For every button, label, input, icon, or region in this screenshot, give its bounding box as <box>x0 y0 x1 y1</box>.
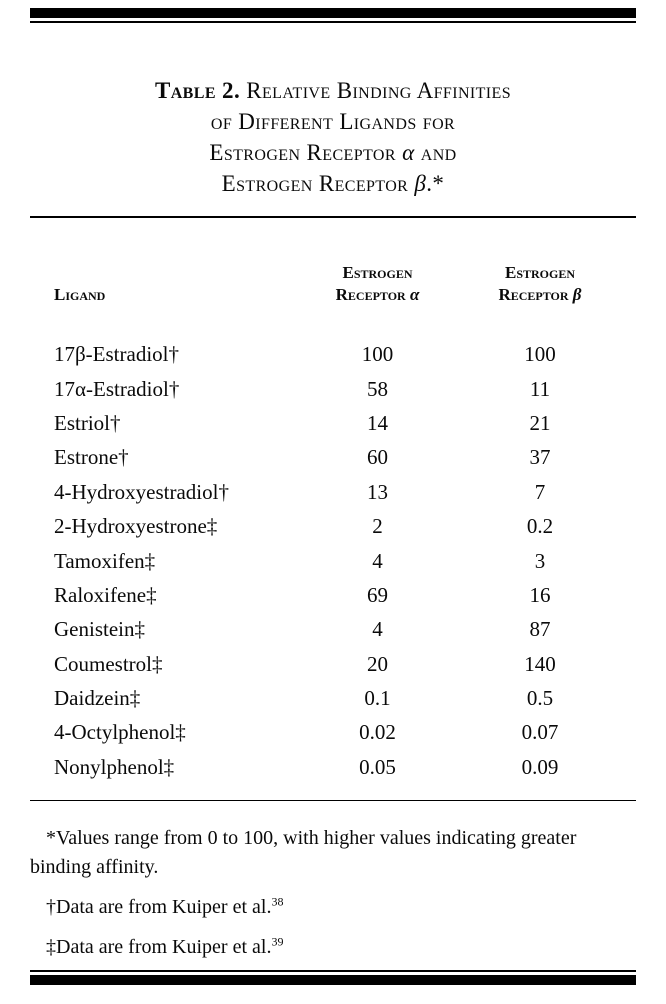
table-body: 17β-Estradiol† 100 100 17α-Estradiol† 58… <box>30 338 636 785</box>
table-row: Estriol† 14 21 <box>30 406 636 440</box>
alpha-value-cell: 0.02 <box>359 720 396 745</box>
alpha-value-cell: 100 <box>361 342 394 367</box>
title-text-1: Relative Binding Affinities <box>246 78 512 103</box>
footnote-text: Data are from Kuiper et al. <box>56 936 272 959</box>
beta-value-cell: 11 <box>529 376 551 401</box>
beta-value-cell: 0.5 <box>526 686 554 711</box>
header-beta-line-2: Receptor β <box>460 284 620 306</box>
footnote-marker-double-dagger: ‡ <box>46 936 56 959</box>
beta-symbol: β <box>572 284 582 304</box>
title-line-4: Estrogen Receptor β.* <box>30 168 636 199</box>
table-row: Coumestrol‡ 20 140 <box>30 647 636 681</box>
title-text-3: Estrogen Receptor <box>209 140 396 165</box>
footnote-values-range: *Values range from 0 to 100, with higher… <box>30 824 636 882</box>
beta-value-cell: 37 <box>529 445 551 470</box>
top-thick-rule <box>30 8 636 18</box>
alpha-value-cell: 2 <box>372 514 383 539</box>
alpha-value-cell: 4 <box>372 617 383 642</box>
top-thin-rule <box>30 21 636 23</box>
footnote-text: Data are from Kuiper et al. <box>56 896 272 919</box>
table-row: Estrone† 60 37 <box>30 441 636 475</box>
table-row: Genistein‡ 4 87 <box>30 613 636 647</box>
table-row: Tamoxifen‡ 4 3 <box>30 544 636 578</box>
footnote-divider-rule <box>30 799 636 802</box>
beta-value-cell: 16 <box>529 582 551 607</box>
table-row: 17β-Estradiol† 100 100 <box>30 338 636 372</box>
table-row: Daidzein‡ 0.1 0.5 <box>30 681 636 715</box>
alpha-value-cell: 0.05 <box>359 754 396 779</box>
beta-value-cell: 0.07 <box>521 720 559 745</box>
ligand-cell: Genistein‡ <box>54 617 145 642</box>
table-header-row: Ligand Estrogen Receptor α Estrogen Rece… <box>30 262 636 306</box>
ligand-cell: 2-Hydroxyestrone‡ <box>54 514 218 539</box>
ligand-cell: Coumestrol‡ <box>54 651 163 676</box>
alpha-value-cell: 14 <box>367 410 388 435</box>
table-row: Nonylphenol‡ 0.05 0.09 <box>30 750 636 784</box>
header-alpha-line-1: Estrogen <box>342 262 413 282</box>
alpha-value-cell: 13 <box>367 479 388 504</box>
beta-value-cell: 140 <box>524 651 556 676</box>
reference-number: 38 <box>271 894 284 909</box>
reference-number: 39 <box>271 934 284 949</box>
footnotes-block: *Values range from 0 to 100, with higher… <box>30 824 636 962</box>
alpha-value-cell: 58 <box>367 376 388 401</box>
beta-value-cell: 87 <box>529 617 551 642</box>
title-text-3b: and <box>420 140 457 165</box>
ligand-cell: 4-Hydroxyestradiol† <box>54 479 229 504</box>
footnote-dagger: †Data are from Kuiper et al.38 <box>30 893 636 922</box>
footnote-double-dagger: ‡Data are from Kuiper et al.39 <box>30 933 636 962</box>
alpha-value-cell: 69 <box>367 582 388 607</box>
ligand-cell: Raloxifene‡ <box>54 582 157 607</box>
table-row: Raloxifene‡ 69 16 <box>30 578 636 612</box>
footnote-marker-dagger: † <box>46 896 56 919</box>
alpha-value-cell: 0.1 <box>364 686 391 711</box>
table-number: Table 2. <box>154 78 241 103</box>
alpha-symbol: α <box>402 140 415 165</box>
footnote-marker-asterisk: * <box>46 827 56 850</box>
table-row: 4-Hydroxyestradiol† 13 7 <box>30 475 636 509</box>
title-line-2: of Different Ligands for <box>30 106 636 137</box>
beta-value-cell: 0.09 <box>521 754 559 779</box>
ligand-cell: 4-Octylphenol‡ <box>54 720 186 745</box>
bottom-thick-rule <box>30 975 636 986</box>
column-header-receptor-beta: Estrogen Receptor β <box>460 262 620 306</box>
beta-value-cell: 3 <box>534 548 546 573</box>
ligand-cell: Estrone† <box>54 445 129 470</box>
ligand-cell: 17β-Estradiol† <box>54 342 179 367</box>
title-divider-rule <box>30 216 636 218</box>
beta-value-cell: 21 <box>529 410 551 435</box>
bottom-thin-rule <box>30 970 636 973</box>
table-row: 4-Octylphenol‡ 0.02 0.07 <box>30 716 636 750</box>
table-title: Table 2. Relative Binding Affinities of … <box>30 75 636 199</box>
table-row: 17α-Estradiol† 58 11 <box>30 372 636 406</box>
title-line-3: Estrogen Receptor α and <box>30 137 636 168</box>
ligand-cell: 17α-Estradiol† <box>54 376 180 401</box>
footnote-text: Values range from 0 to 100, with higher … <box>30 827 577 879</box>
header-beta-line-1: Estrogen <box>504 262 576 282</box>
ligand-cell: Daidzein‡ <box>54 686 141 711</box>
alpha-symbol: α <box>409 284 420 304</box>
ligand-cell: Estriol† <box>54 410 121 435</box>
title-text-2: of Different Ligands for <box>210 109 456 134</box>
alpha-value-cell: 60 <box>367 445 388 470</box>
table-row: 2-Hydroxyestrone‡ 2 0.2 <box>30 509 636 543</box>
header-beta-receptor-label: Receptor <box>498 284 569 304</box>
ligand-cell: Tamoxifen‡ <box>54 548 156 573</box>
beta-symbol: β <box>414 171 427 196</box>
header-alpha-receptor-label: Receptor <box>335 284 406 304</box>
header-alpha-line-2: Receptor α <box>295 284 460 306</box>
title-text-4b: .* <box>426 171 445 196</box>
column-header-receptor-alpha: Estrogen Receptor α <box>295 262 460 306</box>
title-line-1: Table 2. Relative Binding Affinities <box>30 75 636 106</box>
beta-value-cell: 0.2 <box>526 514 554 539</box>
column-header-ligand: Ligand <box>54 284 106 304</box>
beta-value-cell: 7 <box>534 479 546 504</box>
alpha-value-cell: 4 <box>372 548 383 573</box>
title-text-4: Estrogen Receptor <box>221 171 409 196</box>
alpha-value-cell: 20 <box>367 651 388 676</box>
beta-value-cell: 100 <box>524 342 556 367</box>
ligand-cell: Nonylphenol‡ <box>54 754 175 779</box>
